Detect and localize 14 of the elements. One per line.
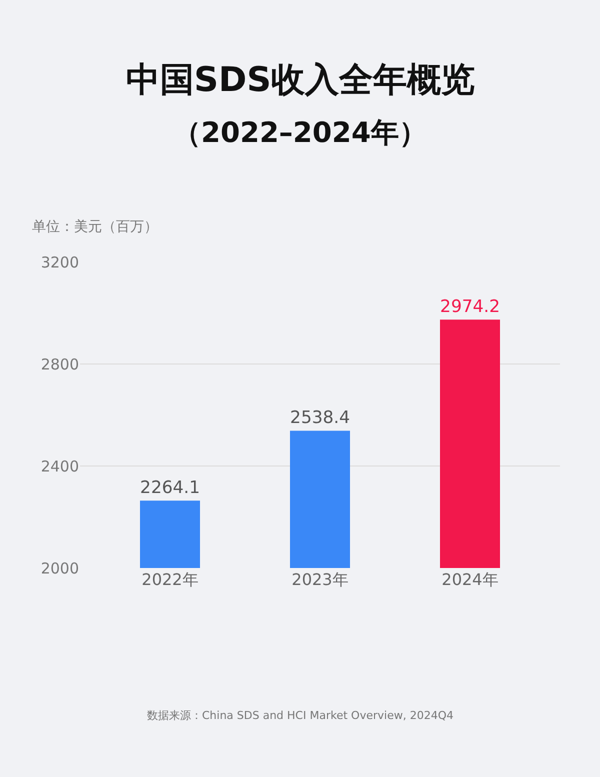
chart-subtitle: （2022–2024年） — [173, 116, 427, 149]
x-tick-label: 2023年 — [292, 570, 348, 589]
y-axis-title: 单位：美元（百万） — [32, 219, 158, 235]
x-tick-label: 2024年 — [442, 570, 498, 589]
x-tick-label: 2022年 — [142, 570, 198, 589]
source-note: 数据来源：China SDS and HCI Market Overview, 2024Q4 — [147, 709, 454, 722]
y-tick-label: 2400 — [40, 457, 79, 476]
data-label: 2538.4 — [290, 408, 350, 428]
data-label: 2264.1 — [140, 478, 200, 498]
y-tick-label: 3200 — [40, 253, 79, 272]
y-tick-label: 2000 — [40, 559, 79, 578]
data-label: 2974.2 — [440, 296, 500, 317]
chart-title: 中国SDS收入全年概览 — [126, 60, 476, 100]
y-tick-label: 2800 — [40, 355, 79, 374]
